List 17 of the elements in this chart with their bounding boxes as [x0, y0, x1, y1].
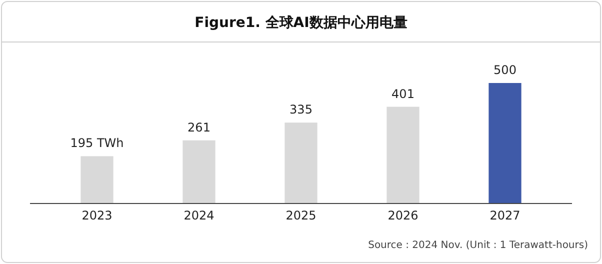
data-label: 500 — [494, 63, 516, 77]
bar — [488, 83, 522, 203]
x-tick-label: 2026 — [388, 208, 418, 223]
source-note: Source : 2024 Nov. (Unit : 1 Terawatt-hours) — [368, 240, 588, 251]
data-label: 261 — [188, 120, 210, 134]
bar — [284, 122, 318, 203]
data-label: 335 — [290, 102, 312, 117]
x-tick-label: 2023 — [82, 208, 112, 223]
x-tick-label: 2027 — [490, 208, 520, 223]
bar — [80, 156, 114, 203]
x-tick-label: 2024 — [184, 208, 214, 223]
x-tick-label: 2025 — [286, 208, 316, 223]
bar — [182, 140, 216, 203]
data-label: 195 TWh — [70, 136, 124, 150]
chart-title: Figure1. 全球AI数据中心用电量 — [194, 14, 408, 31]
bar — [386, 106, 420, 203]
data-label: 401 — [392, 86, 414, 101]
